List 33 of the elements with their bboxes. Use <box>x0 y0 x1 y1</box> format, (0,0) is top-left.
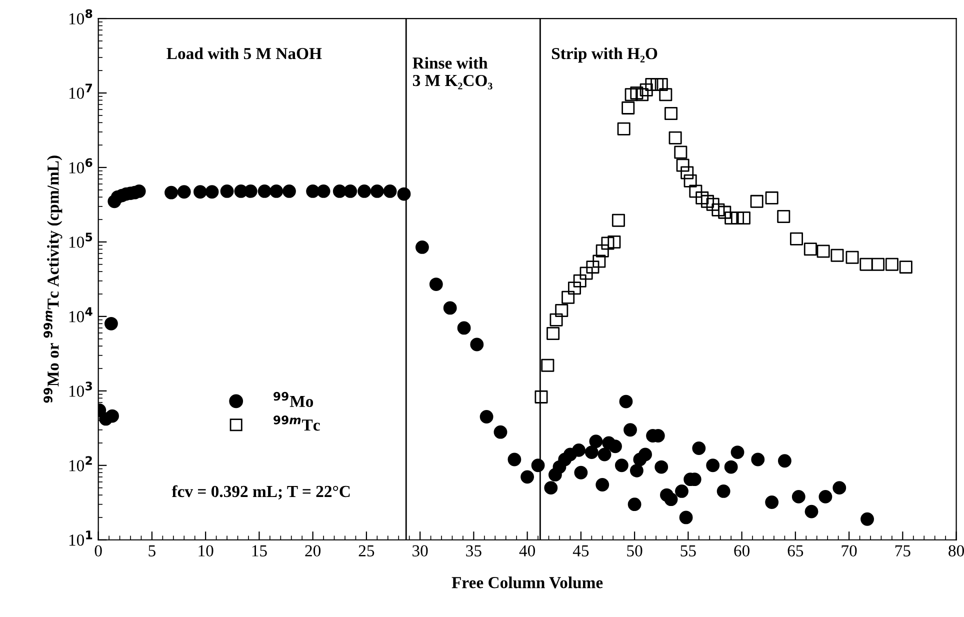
x-tick-label: 60 <box>734 545 750 556</box>
x-tick-label: 5 <box>148 545 156 556</box>
annotation: fcv = 0.392 mL; T = 22°C <box>172 485 350 500</box>
x-tick-label: 70 <box>842 545 857 556</box>
x-tick-label: 75 <box>895 545 910 556</box>
y-tick-label: 10$^{1}$ <box>69 530 92 546</box>
x-tick-label: 65 <box>788 545 804 556</box>
annotation: Rinse with 3 M K₂CO₃ <box>412 56 492 90</box>
legend-label: $^{99}$Mo <box>274 392 314 408</box>
x-tick-label: 80 <box>948 545 964 556</box>
x-tick-label: 55 <box>680 545 696 556</box>
x-tick-label: 25 <box>358 545 374 556</box>
y-tick-label: 10$^{3}$ <box>69 382 92 397</box>
y-tick-label: 10$^{6}$ <box>69 158 92 174</box>
x-tick-label: 40 <box>519 545 536 556</box>
y-tick-label: 10$^{7}$ <box>69 84 92 99</box>
y-tick-label: 10$^{4}$ <box>69 307 92 322</box>
x-tick-label: 50 <box>627 545 642 556</box>
y-axis-title: $^{99}$Mo or $^{99m}$Tc Activity (cpm/mL) <box>44 156 62 403</box>
x-axis-title: Free Column Volume <box>452 576 603 588</box>
y-tick-label: 10$^{8}$ <box>69 9 92 24</box>
x-tick-label: 30 <box>412 545 428 556</box>
x-tick-label: 15 <box>252 545 267 556</box>
x-tick-label: 35 <box>466 545 482 556</box>
x-tick-label: 0 <box>94 545 102 556</box>
x-tick-label: 45 <box>572 545 589 556</box>
y-tick-label: 10$^{2}$ <box>69 456 92 472</box>
legend-label: $^{99m}$Tc <box>274 416 320 431</box>
y-tick-label: 10$^{5}$ <box>69 232 92 248</box>
x-tick-label: 20 <box>305 545 321 556</box>
annotation: Load with 5 M NaOH <box>166 47 322 60</box>
annotation: Strip with H₂O <box>552 47 658 63</box>
x-tick-label: 10 <box>198 545 214 556</box>
